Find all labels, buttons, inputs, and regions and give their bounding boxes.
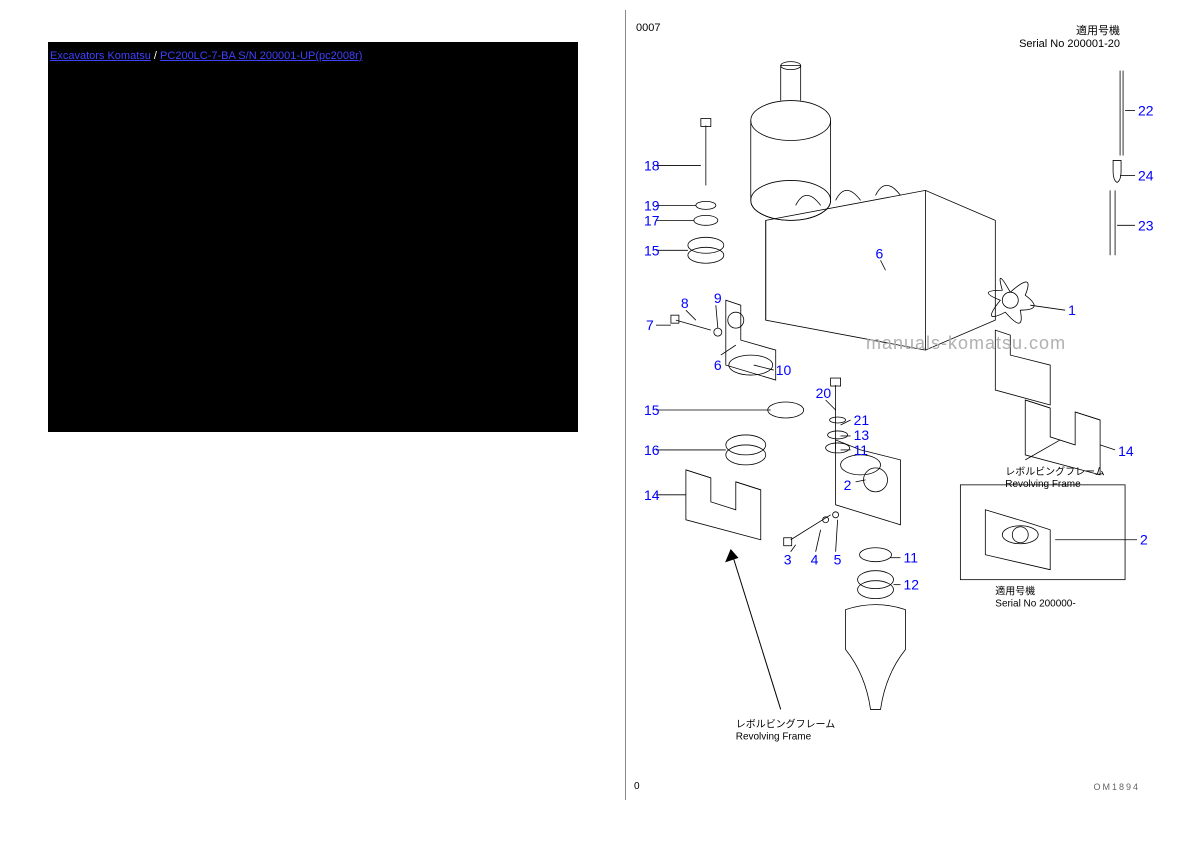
callout-8: 8 xyxy=(681,295,689,311)
callout-16: 16 xyxy=(644,442,660,458)
callout-18: 18 xyxy=(644,157,660,173)
callout-12: 12 xyxy=(903,577,919,593)
callout-11: 11 xyxy=(854,442,869,458)
callout-21: 21 xyxy=(854,412,870,428)
header-code: 0007 xyxy=(636,22,660,34)
callout-6: 6 xyxy=(714,357,722,373)
callout-3: 3 xyxy=(784,552,792,568)
callout-2: 2 xyxy=(844,477,852,493)
callout-14b: 14 xyxy=(1118,443,1134,459)
inset-label-jp: 適用号機 xyxy=(995,585,1035,598)
callout-19: 19 xyxy=(644,197,660,213)
callout-9: 9 xyxy=(714,290,722,306)
callout-22: 22 xyxy=(1138,103,1154,119)
callout-7: 7 xyxy=(646,317,654,333)
breadcrumb-sep: / xyxy=(151,50,160,62)
callout-10: 10 xyxy=(776,362,792,378)
left-panel: Excavators Komatsu / PC200LC-7-BA S/N 20… xyxy=(48,42,578,432)
header-jp: 適用号機 xyxy=(1076,25,1120,37)
revolving-label-right-en: Revolving Frame xyxy=(1005,479,1081,490)
revolving-label-right-jp: レボルビングフレーム xyxy=(1005,465,1104,478)
callout-5: 5 xyxy=(834,552,842,568)
watermark: manuals-komatsu.com xyxy=(866,333,1066,354)
callout-4: 4 xyxy=(811,552,819,568)
callout-23: 23 xyxy=(1138,217,1154,233)
header-serial: Serial No 200001-20 xyxy=(1019,38,1120,50)
parts-diagram: 18 19 17 15 7 8 9 6 10 15 16 14 20 21 13… xyxy=(626,10,1160,800)
diagram-panel: 0007 適用号機 Serial No 200001-20 manuals-ko… xyxy=(625,10,1160,800)
breadcrumb-link-2[interactable]: PC200LC-7-BA S/N 200001-UP(pc2008r) xyxy=(160,50,362,62)
callout-11b: 11 xyxy=(903,550,918,566)
breadcrumb: Excavators Komatsu / PC200LC-7-BA S/N 20… xyxy=(50,50,362,62)
callout-2b: 2 xyxy=(1140,532,1148,548)
callout-14: 14 xyxy=(644,487,660,503)
inset-label-en: Serial No 200000- xyxy=(995,599,1075,610)
callout-17: 17 xyxy=(644,212,660,228)
callout-24: 24 xyxy=(1138,167,1154,183)
callout-15b: 15 xyxy=(644,402,660,418)
revolving-label-bottom-en: Revolving Frame xyxy=(736,731,812,742)
bottom-code: OM1894 xyxy=(1093,782,1140,792)
callout-20: 20 xyxy=(816,385,832,401)
revolving-label-bottom-jp: レボルビングフレーム xyxy=(736,717,835,730)
callout-15: 15 xyxy=(644,242,660,258)
breadcrumb-link-1[interactable]: Excavators Komatsu xyxy=(50,50,151,62)
callout-13: 13 xyxy=(854,427,870,443)
callout-6b: 6 xyxy=(876,245,884,261)
callout-1: 1 xyxy=(1068,302,1076,318)
bottom-zero: 0 xyxy=(634,781,640,792)
header-text: 適用号機 Serial No 200001-20 xyxy=(1019,22,1120,50)
